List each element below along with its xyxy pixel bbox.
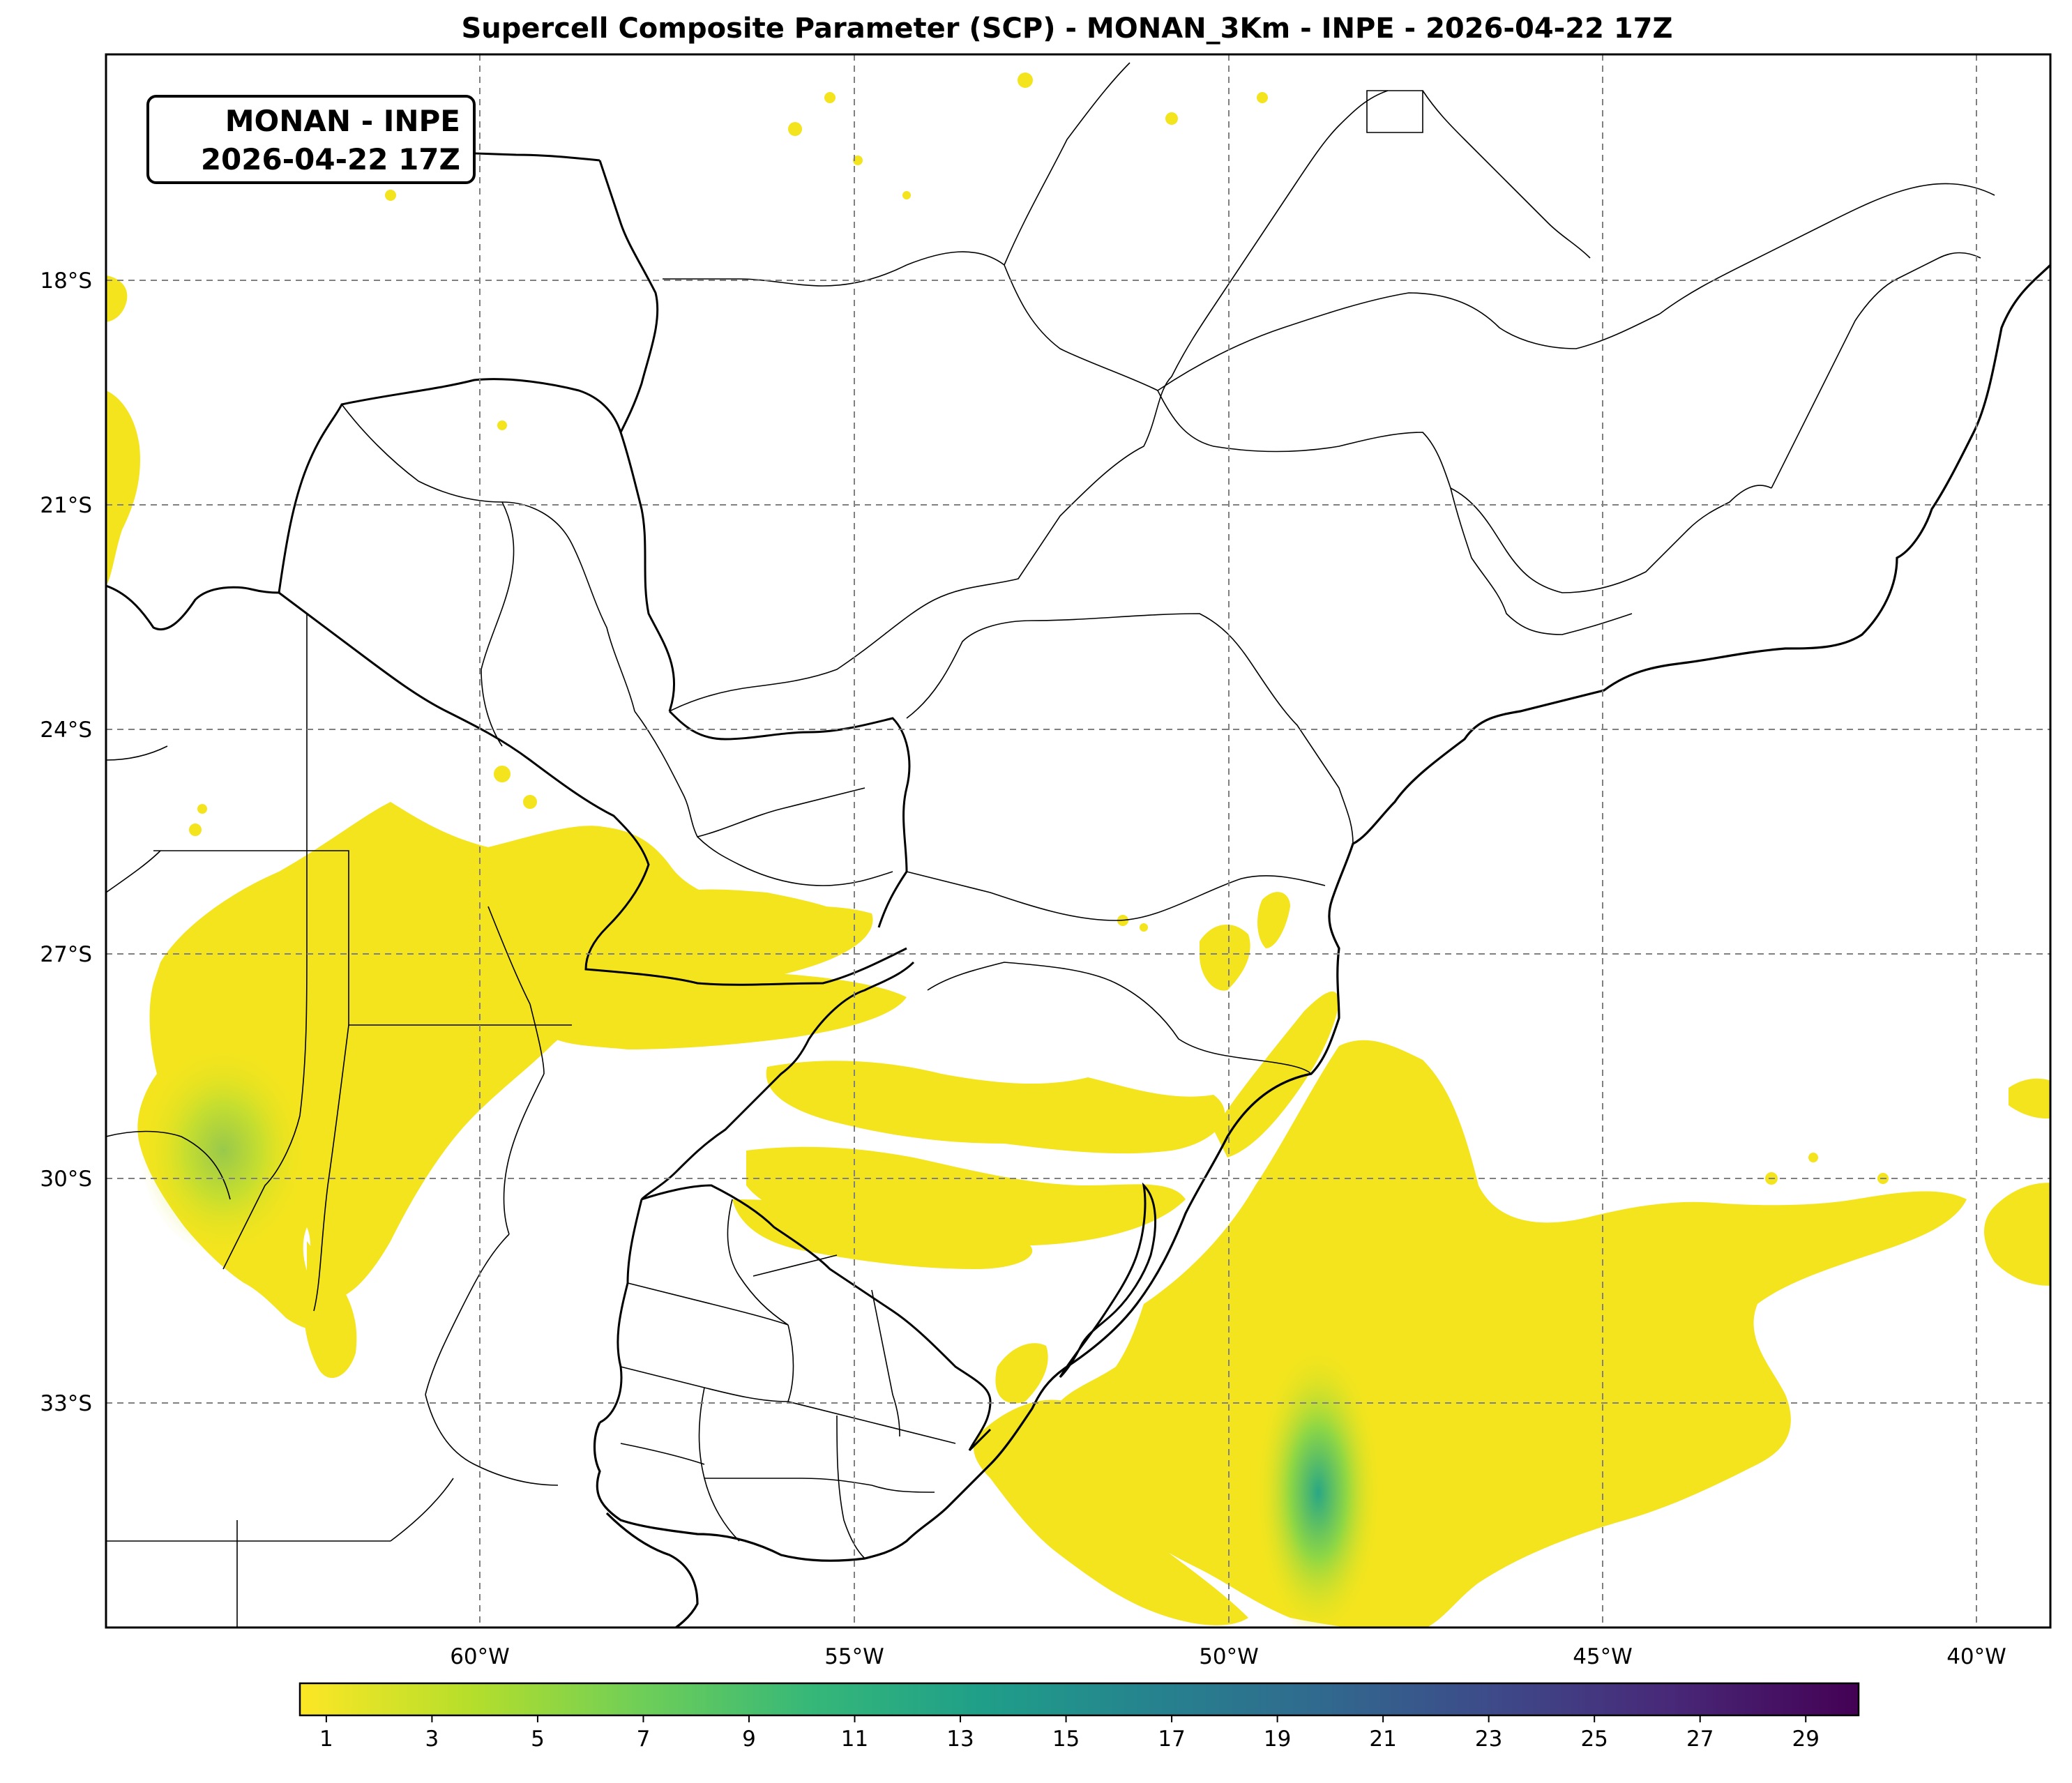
colorbar-tick-label: 9	[742, 1727, 756, 1752]
coastline-brazil	[989, 264, 2050, 1466]
scp-patch-east-ocean-2	[2009, 1078, 2050, 1119]
colorbar-tick-label: 11	[841, 1727, 868, 1752]
colorbar-tick-label: 15	[1052, 1727, 1080, 1752]
info-box-line1: MONAN - INPE	[225, 104, 460, 138]
lon-label: 50°W	[1199, 1644, 1259, 1669]
scp-patch-west-edge	[106, 390, 140, 586]
colorbar-tick-label: 29	[1792, 1727, 1820, 1752]
lagoa-dos-patos	[1059, 1182, 1156, 1379]
scp-patch-east-ocean	[1984, 1183, 2050, 1286]
scp-patch-sc-coast	[1213, 991, 1339, 1158]
coastline-plata-south	[605, 1512, 699, 1628]
scp-patch-argentina-tail	[303, 1241, 357, 1379]
colorbar-tick-label: 21	[1369, 1727, 1396, 1752]
scp-patch-sc-west	[1200, 925, 1250, 991]
lat-label: 27°S	[40, 942, 92, 967]
colorbar: 1 3 5 7 9 11 13 15 17 19 21 23 25 27 29	[298, 1682, 1860, 1752]
lat-label: 21°S	[40, 493, 92, 518]
map-title: Supercell Composite Parameter (SCP) - MO…	[461, 13, 1673, 45]
scp-core-ocean	[1255, 1346, 1381, 1628]
border-paraguay-brazil	[668, 710, 911, 928]
scp-patch-parana-band	[541, 959, 907, 1049]
longitude-labels: 60°W 55°W 50°W 45°W 40°W	[450, 1644, 2006, 1669]
colorbar-tick-label: 17	[1158, 1727, 1185, 1752]
border-brazil-bolivia	[598, 160, 676, 712]
scp-field	[106, 73, 2050, 1628]
lat-label: 24°S	[40, 718, 92, 743]
colorbar-ticks: 1 3 5 7 9 11 13 15 17 19 21 23 25 27 29	[319, 1715, 1820, 1752]
border-uruguay-north	[641, 1184, 992, 1451]
map-frame	[105, 53, 2052, 1629]
colorbar-tick-label: 25	[1580, 1727, 1608, 1752]
gridlines	[106, 54, 2050, 1628]
scp-patch-misiones	[649, 889, 858, 948]
state-borders	[106, 62, 1995, 1628]
border-chuy	[968, 1428, 992, 1452]
border-uruguay-west	[599, 1199, 643, 1424]
info-box-line2: 2026-04-22 17Z	[200, 142, 460, 176]
lat-label: 30°S	[40, 1167, 92, 1192]
borders	[106, 62, 2050, 1628]
scp-patch-west-edge-2	[106, 275, 128, 322]
lon-label: 40°W	[1946, 1644, 2006, 1669]
lon-label: 55°W	[824, 1644, 884, 1669]
border-brazil-argentina	[640, 961, 915, 1201]
scp-core-argentina	[139, 1046, 307, 1255]
colorbar-tick-label: 19	[1264, 1727, 1291, 1752]
lat-label: 18°S	[40, 268, 92, 294]
border-bolivia-argentina	[106, 584, 280, 631]
colorbar-tick-label: 7	[637, 1727, 651, 1752]
lon-label: 45°W	[1573, 1644, 1633, 1669]
colorbar-tick-label: 5	[531, 1727, 545, 1752]
scp-patch-coast-strip	[995, 1343, 1048, 1404]
coastline-uruguay	[593, 1422, 992, 1562]
colorbar-tick-label: 3	[425, 1727, 439, 1752]
border-paraguay-argentina	[278, 591, 907, 986]
scp-patch-rs-north	[766, 1061, 1225, 1154]
colorbar-gradient	[298, 1682, 1860, 1717]
colorbar-tick-label: 13	[946, 1727, 974, 1752]
colorbar-tick-label: 1	[319, 1727, 333, 1752]
scp-patch-uruguay-coast	[974, 1399, 1248, 1625]
scp-patch-sc-mid	[1257, 892, 1290, 948]
scp-patch-rs-south	[732, 1199, 1033, 1269]
info-box: MONAN - INPE 2026-04-22 17Z	[146, 95, 476, 184]
lat-label: 33°S	[40, 1391, 92, 1416]
latitude-labels: 18°S 21°S 24°S 27°S 30°S 33°S	[40, 268, 92, 1416]
lon-label: 60°W	[450, 1644, 510, 1669]
colorbar-tick-label: 27	[1686, 1727, 1714, 1752]
border-bolivia-paraguay	[278, 378, 622, 593]
colorbar-tick-label: 23	[1475, 1727, 1502, 1752]
